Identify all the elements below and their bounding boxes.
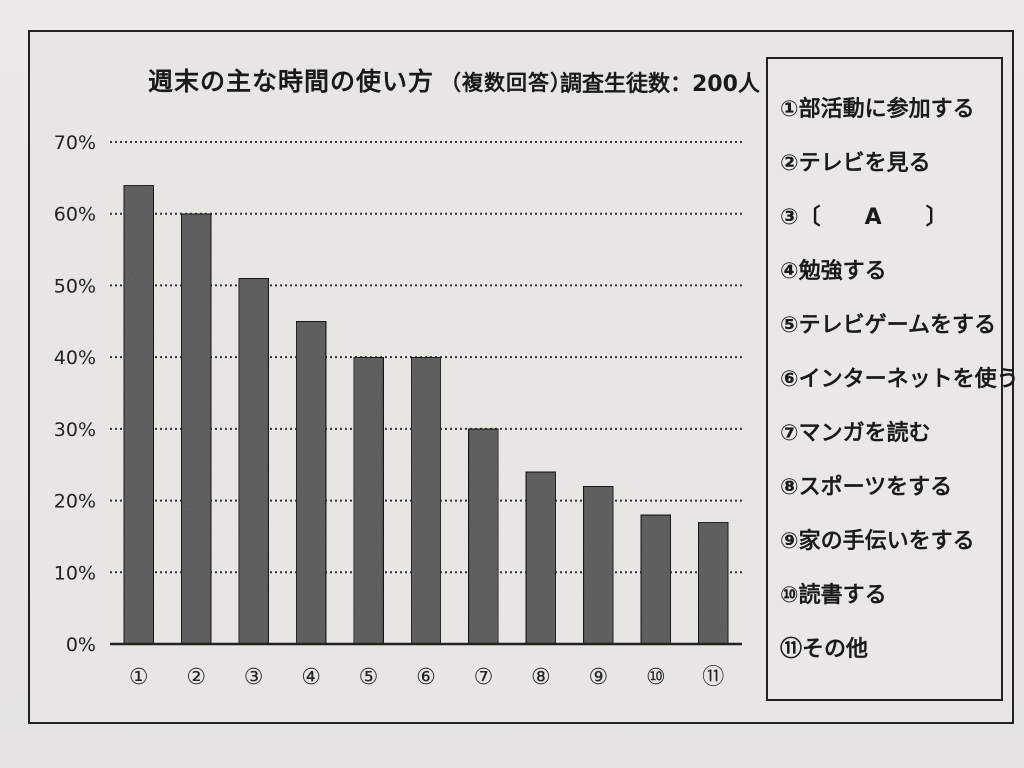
y-tick-label: 40% <box>54 347 96 369</box>
x-category-label: ① <box>129 665 149 690</box>
y-tick-label: 60% <box>54 204 96 226</box>
bar <box>467 428 500 645</box>
legend-item: ⑪その他 <box>780 637 869 662</box>
chart-subtitle: 調査生徒数：200人 <box>560 72 760 97</box>
bar <box>352 356 385 645</box>
y-tick-label: 10% <box>54 562 96 584</box>
legend-item: ①部活動に参加する <box>780 97 975 122</box>
bar <box>525 471 557 645</box>
bar <box>697 521 730 645</box>
legend-item: ⑧スポーツをする <box>780 475 953 500</box>
bar <box>180 212 212 645</box>
legend-item: ⑥インターネットを使う <box>780 367 1019 392</box>
bar <box>122 184 155 645</box>
bar <box>410 356 442 645</box>
y-tick-label: 70% <box>54 132 96 154</box>
x-category-label: ⑩ <box>646 665 666 690</box>
legend-item: ⑩読書する <box>780 583 887 608</box>
x-category-label: ⑨ <box>588 665 608 690</box>
legend-item: ⑦マンガを読む <box>780 421 931 446</box>
x-category-label: ⑤ <box>359 665 379 690</box>
chart-title-text: 週末の主な時間の使い方 <box>148 67 435 96</box>
bar <box>640 514 672 645</box>
x-category-label: ⑪ <box>702 665 724 690</box>
legend-item: ⑤テレビゲームをする <box>780 313 996 338</box>
bar <box>237 277 270 645</box>
legend-box: ①部活動に参加する ②テレビを見る ③〔 A 〕 ④勉強する ⑤テレビゲームをする ⑥イン… <box>766 57 1019 701</box>
legend-item: ②テレビを見る <box>780 151 931 176</box>
x-category-label: ④ <box>301 665 321 690</box>
x-category-label: ⑦ <box>474 665 494 690</box>
x-category-label: ② <box>186 665 206 690</box>
y-axis-ticks: 0% 10% 20% 30% 40% 50% 60% 70% <box>54 132 96 656</box>
y-tick-label: 20% <box>54 491 96 513</box>
chart-title: 週末の主な時間の使い方 （複数回答） <box>148 62 572 98</box>
y-tick-label: 0% <box>66 634 96 656</box>
legend-item: ③〔 A 〕 <box>780 205 948 230</box>
bars <box>122 184 730 645</box>
x-category-label: ⑧ <box>531 665 551 690</box>
x-axis-categories: ① ② ③ ④ ⑤ ⑥ ⑦ ⑧ ⑨ ⑩ ⑪ <box>129 665 724 690</box>
legend-item: ④勉強する <box>780 259 887 284</box>
bar <box>295 320 327 645</box>
legend-item: ⑨家の手伝いをする <box>780 529 975 554</box>
grid-lines <box>110 141 742 574</box>
x-category-label: ⑥ <box>416 665 436 690</box>
bar <box>582 485 615 645</box>
y-tick-label: 30% <box>54 419 96 441</box>
chart-title-note: （複数回答） <box>440 71 573 95</box>
x-category-label: ③ <box>244 665 264 690</box>
y-tick-label: 50% <box>54 275 96 297</box>
